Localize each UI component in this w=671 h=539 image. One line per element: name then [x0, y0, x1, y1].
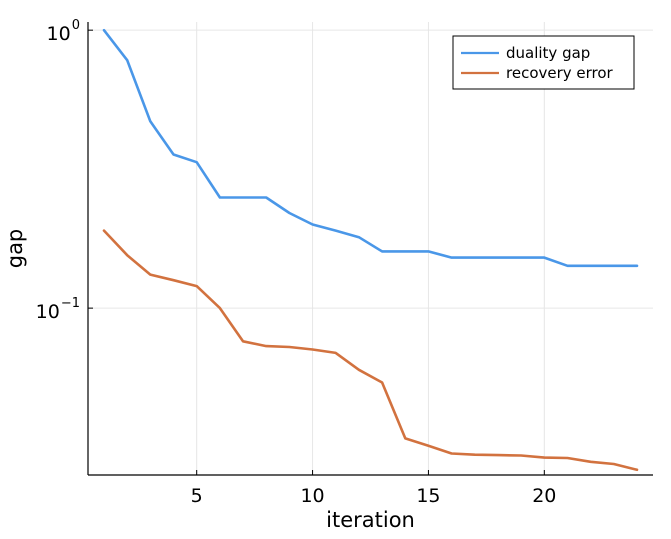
series-layer [102, 28, 639, 472]
x-tick-label: 20 [532, 485, 556, 507]
legend-label: duality gap [506, 44, 590, 62]
y-tick-label: 10 [36, 301, 60, 323]
x-axis-title: iteration [326, 508, 415, 532]
axes [87, 22, 653, 476]
legend-label: recovery error [506, 64, 614, 82]
y-tick-label: 10 [47, 23, 71, 45]
series-line-recovery-error [102, 229, 639, 472]
grid [88, 22, 653, 475]
x-tick-label: 10 [300, 485, 324, 507]
legend-box [452, 35, 635, 90]
y-axis-title: gap [3, 229, 27, 269]
legend: duality gap recovery error [452, 35, 635, 90]
series-line-duality-gap [102, 28, 639, 268]
x-tick-label: 5 [191, 485, 203, 507]
y-tick-exponent: −1 [61, 296, 80, 311]
y-tick-exponent: 0 [72, 18, 80, 33]
x-tick-label: 15 [416, 485, 440, 507]
